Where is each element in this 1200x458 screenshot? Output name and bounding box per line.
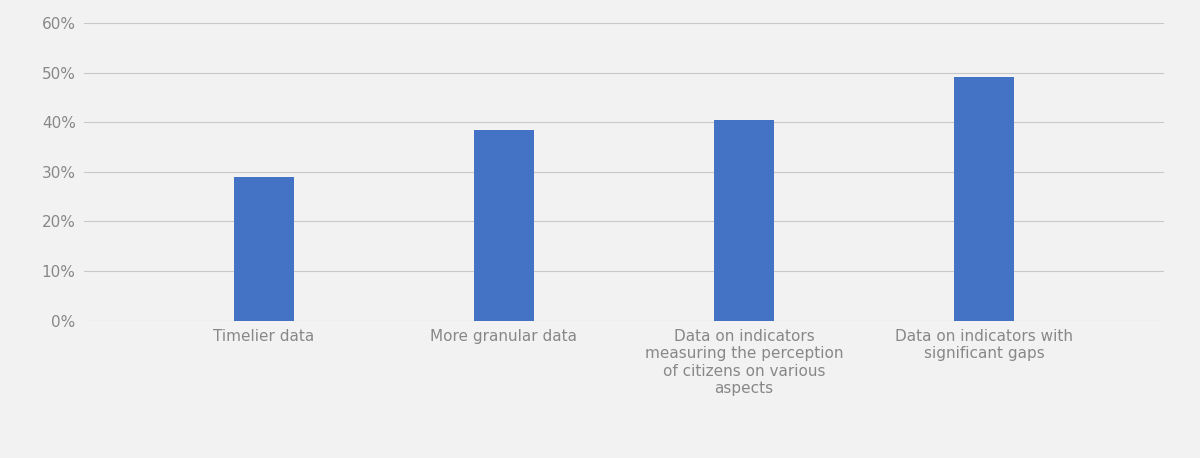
- Bar: [474, 130, 534, 321]
- Bar: [954, 77, 1014, 321]
- Bar: [234, 177, 294, 321]
- Bar: [714, 120, 774, 321]
